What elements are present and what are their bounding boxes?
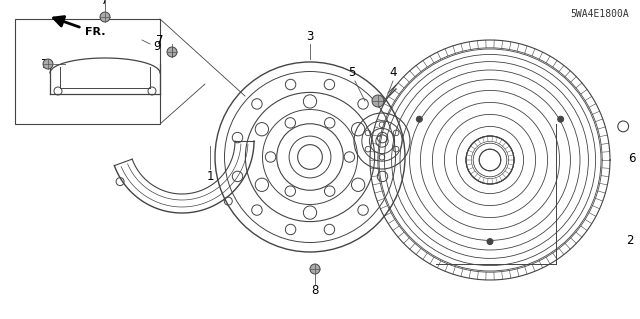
Text: 1: 1 [206,169,214,182]
Text: 7: 7 [101,0,109,6]
Circle shape [100,12,110,22]
Circle shape [372,95,384,107]
Circle shape [557,116,564,122]
Text: 9: 9 [153,40,161,53]
Text: FR.: FR. [85,27,106,37]
Circle shape [167,47,177,57]
Text: 5WA4E1800A: 5WA4E1800A [571,9,629,19]
Text: 4: 4 [389,66,397,79]
Circle shape [487,239,493,245]
Circle shape [417,116,422,122]
Text: 8: 8 [311,285,319,298]
Text: 7: 7 [156,33,164,47]
Bar [15,19,160,124]
Text: 5: 5 [348,66,356,79]
Text: 2: 2 [627,234,634,248]
Text: 3: 3 [307,29,314,42]
Text: 6: 6 [628,152,636,166]
Circle shape [310,264,320,274]
Text: 7: 7 [41,57,49,70]
Circle shape [43,59,53,69]
